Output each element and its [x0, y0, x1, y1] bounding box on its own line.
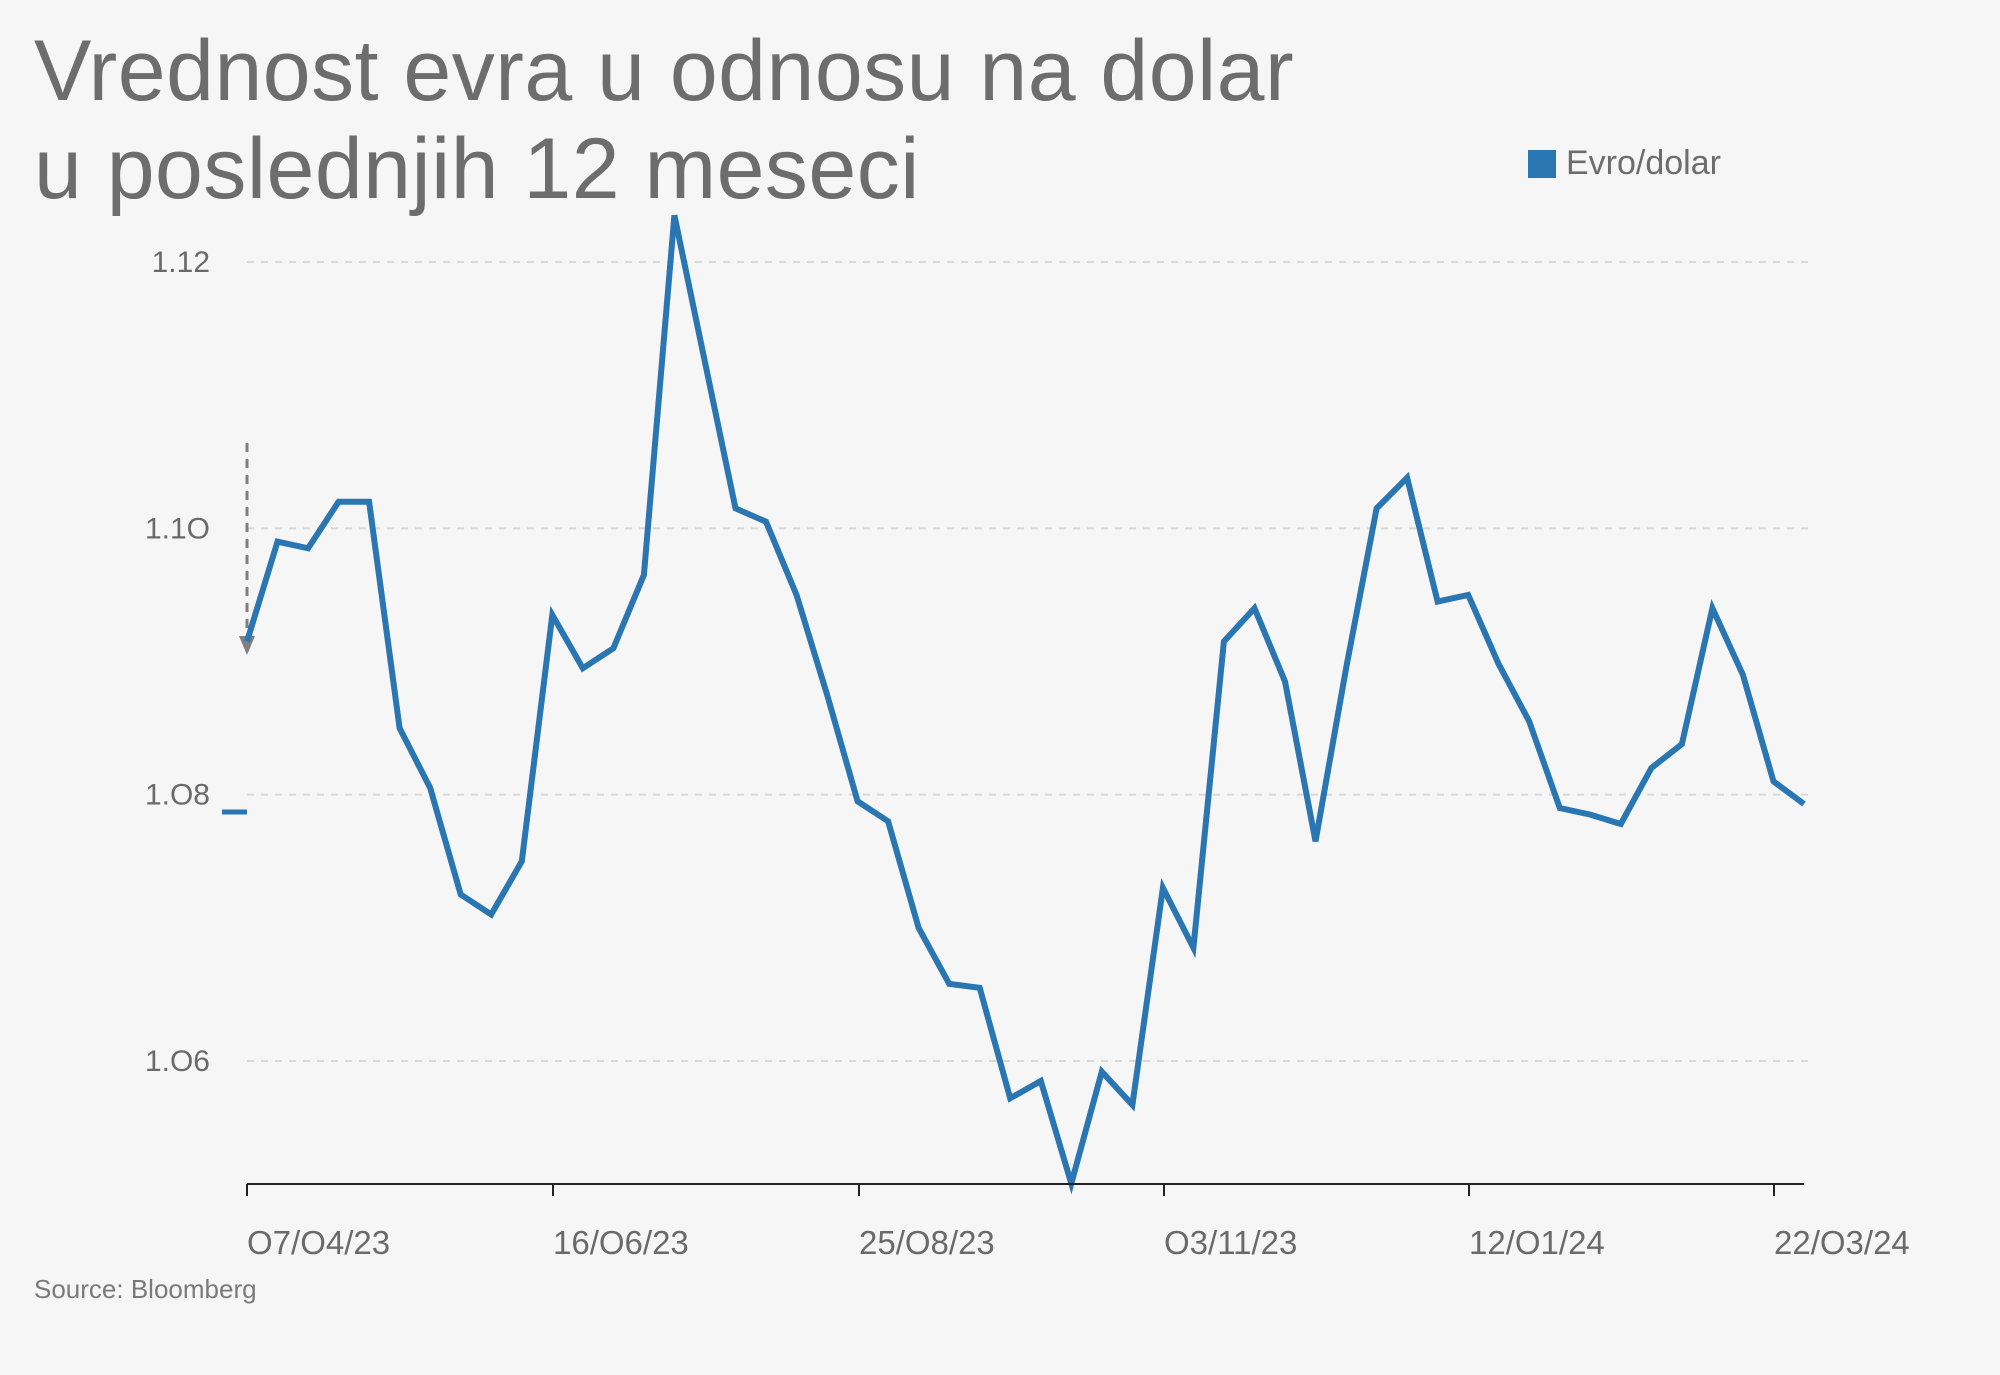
legend: Evro/dolar — [1528, 144, 1721, 183]
x-tick-label: 12/O1/24 — [1469, 1224, 1605, 1261]
y-tick-label: 1.O6 — [145, 1045, 210, 1078]
x-tick-label: O3/11/23 — [1164, 1224, 1297, 1261]
x-tick-label: 22/O3/24 — [1774, 1224, 1910, 1261]
y-tick-label: 1.12 — [152, 246, 210, 279]
x-axis-ticks: O7/O4/23 16/O6/23 25/O8/23 O3/11/23 12/O1/24… — [246, 1184, 1910, 1261]
start-marker-arrowhead — [239, 636, 255, 655]
series-line-evro-dolar — [244, 214, 1806, 1195]
chart-title-line-1: Vrednost evra u odnosu na dolar — [34, 23, 1295, 119]
x-tick-label: 25/O8/23 — [859, 1224, 995, 1261]
chart-title: Vrednost evra u odnosu na dolar u posled… — [34, 22, 1294, 218]
legend-label: Evro/dolar — [1566, 144, 1721, 182]
series — [244, 214, 1806, 1195]
y-tick-label: 1.1O — [145, 512, 210, 545]
gridlines — [247, 261, 1810, 1062]
y-axis-ticks: 1.O6 1.O8 1.1O 1.12 — [145, 246, 210, 1078]
y-tick-label: 1.O8 — [145, 779, 210, 812]
source-note: Source: Bloomberg — [34, 1274, 257, 1304]
chart-title-line-2: u poslednjih 12 meseci — [34, 121, 920, 217]
x-tick-label: O7/O4/23 — [247, 1224, 390, 1261]
x-tick-label: 16/O6/23 — [553, 1224, 689, 1261]
annotations — [222, 443, 255, 815]
legend-swatch — [1528, 149, 1556, 178]
